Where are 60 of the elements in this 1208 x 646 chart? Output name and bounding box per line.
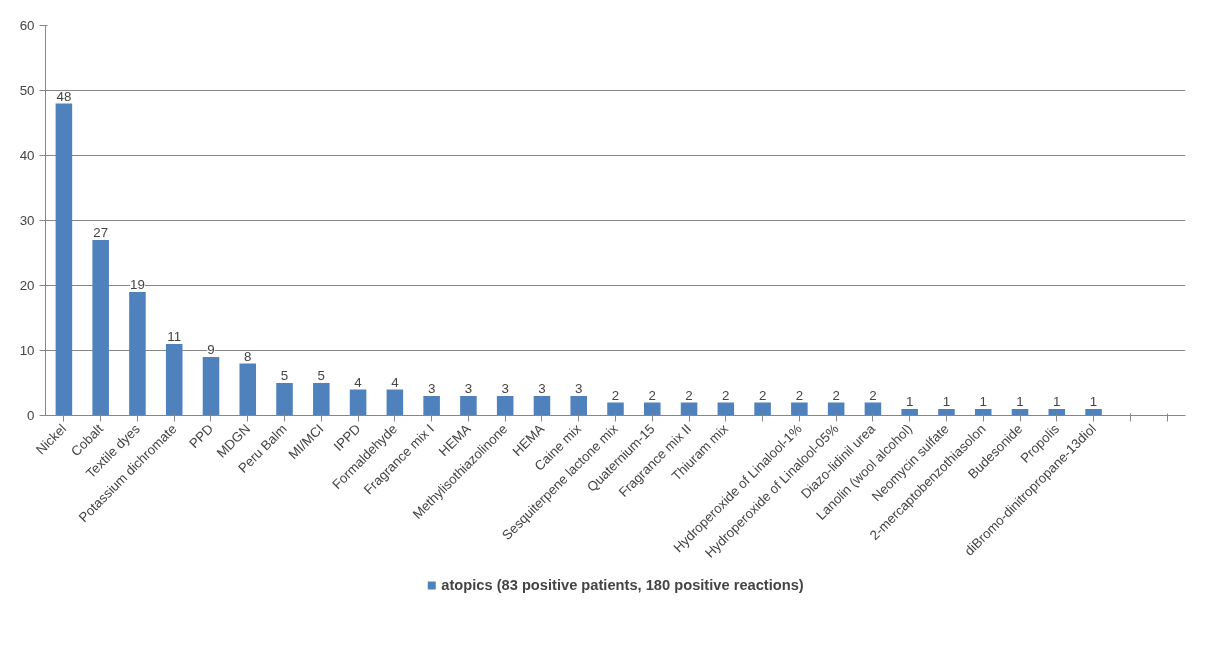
data-label: 4: [354, 374, 363, 390]
data-label: 3: [538, 381, 546, 396]
data-label: 1: [905, 394, 914, 409]
data-label: 2: [832, 387, 840, 403]
bar: [276, 383, 293, 416]
legend-label: atopics (83 positive patients, 180 positive reactions): [441, 577, 804, 593]
data-label: 4: [391, 374, 400, 390]
data-label: 5: [317, 368, 326, 383]
bar: [165, 344, 183, 416]
bar: [202, 357, 220, 416]
bar: [239, 363, 257, 416]
data-label: 19: [130, 277, 145, 292]
data-label: 1: [942, 394, 951, 409]
data-label: 2: [795, 387, 804, 403]
bar: [423, 396, 440, 416]
data-label: 3: [575, 381, 583, 396]
y-tick-label: 30: [19, 213, 35, 228]
bar: [460, 396, 477, 416]
data-label: 2: [648, 387, 656, 403]
y-tick-label: 10: [19, 343, 35, 358]
data-label: 1: [1053, 394, 1061, 409]
bar: [129, 292, 146, 416]
y-tick-label: 60: [19, 18, 35, 33]
data-label: 1: [1089, 394, 1098, 409]
data-label: 1: [1016, 394, 1024, 409]
bar: [55, 103, 73, 416]
data-label: 5: [280, 368, 289, 383]
data-label: 8: [244, 348, 252, 364]
data-label: 2: [758, 387, 767, 403]
y-tick-label: 0: [27, 408, 35, 423]
bar: [349, 389, 367, 416]
data-label: 3: [427, 381, 436, 396]
y-tick-label: 40: [19, 148, 35, 163]
bar: [974, 409, 992, 416]
data-label: 3: [464, 381, 473, 396]
data-label: 2: [869, 387, 877, 403]
y-tick-label: 20: [19, 278, 35, 293]
data-label: 2: [722, 387, 730, 403]
bar: [92, 240, 109, 416]
bar: [496, 396, 514, 416]
y-tick-label: 50: [19, 83, 35, 98]
data-label: 48: [56, 88, 72, 104]
bar: [386, 389, 404, 416]
bar: [754, 402, 771, 416]
bar: [901, 409, 918, 416]
bar: [1085, 409, 1102, 416]
bar: [533, 396, 551, 416]
data-label: 2: [611, 387, 620, 403]
data-label: 3: [501, 381, 509, 396]
bar: [607, 402, 624, 416]
data-label: 1: [979, 394, 987, 409]
data-label: 11: [167, 329, 182, 344]
data-label: 9: [207, 342, 215, 357]
bar: [313, 383, 330, 416]
data-label: 27: [93, 225, 109, 240]
bar: [644, 402, 661, 416]
bar: [791, 402, 808, 416]
bar: [570, 396, 587, 416]
data-label: 2: [685, 387, 693, 403]
bar: [938, 409, 955, 416]
